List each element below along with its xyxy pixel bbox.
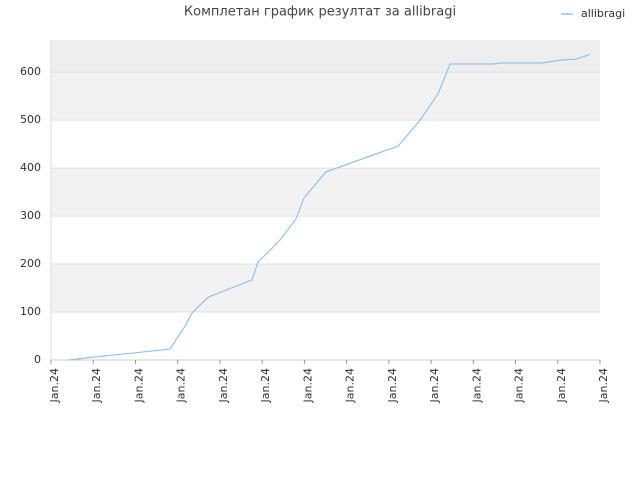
x-tick-label: Jan.24 <box>132 368 145 403</box>
y-tick-label: 100 <box>20 305 41 318</box>
x-tick-label: Jan.24 <box>428 368 441 403</box>
x-tick-label: Jan.24 <box>470 368 483 403</box>
grid-band <box>51 216 600 265</box>
x-tick-label: Jan.24 <box>48 368 61 403</box>
x-tick-label: Jan.24 <box>555 368 568 403</box>
x-tick-label: Jan.24 <box>259 368 272 403</box>
y-tick-label: 500 <box>20 113 41 126</box>
legend-label: allibragi <box>581 7 625 20</box>
x-tick-label: Jan.24 <box>344 368 357 403</box>
x-tick-label: Jan.24 <box>217 368 230 403</box>
x-tick-label: Jan.24 <box>90 368 103 403</box>
x-tick-label: Jan.24 <box>597 368 610 403</box>
x-tick-label: Jan.24 <box>513 368 526 403</box>
y-tick-label: 0 <box>34 353 41 366</box>
x-tick-label: Jan.24 <box>386 368 399 403</box>
y-tick-label: 400 <box>20 161 41 174</box>
grid-band <box>51 120 600 169</box>
grid-band <box>51 168 600 217</box>
y-tick-label: 600 <box>20 65 41 78</box>
grid-band <box>51 264 600 313</box>
grid-band <box>51 40 600 73</box>
y-tick-label: 300 <box>20 209 41 222</box>
data-line <box>69 53 591 361</box>
grid-band <box>51 72 600 121</box>
x-tick-label: Jan.24 <box>301 368 314 403</box>
chart-title: Комплетан график резултат за allibragi <box>184 5 456 20</box>
y-tick-label: 200 <box>20 257 41 270</box>
x-tick-label: Jan.24 <box>175 368 188 403</box>
